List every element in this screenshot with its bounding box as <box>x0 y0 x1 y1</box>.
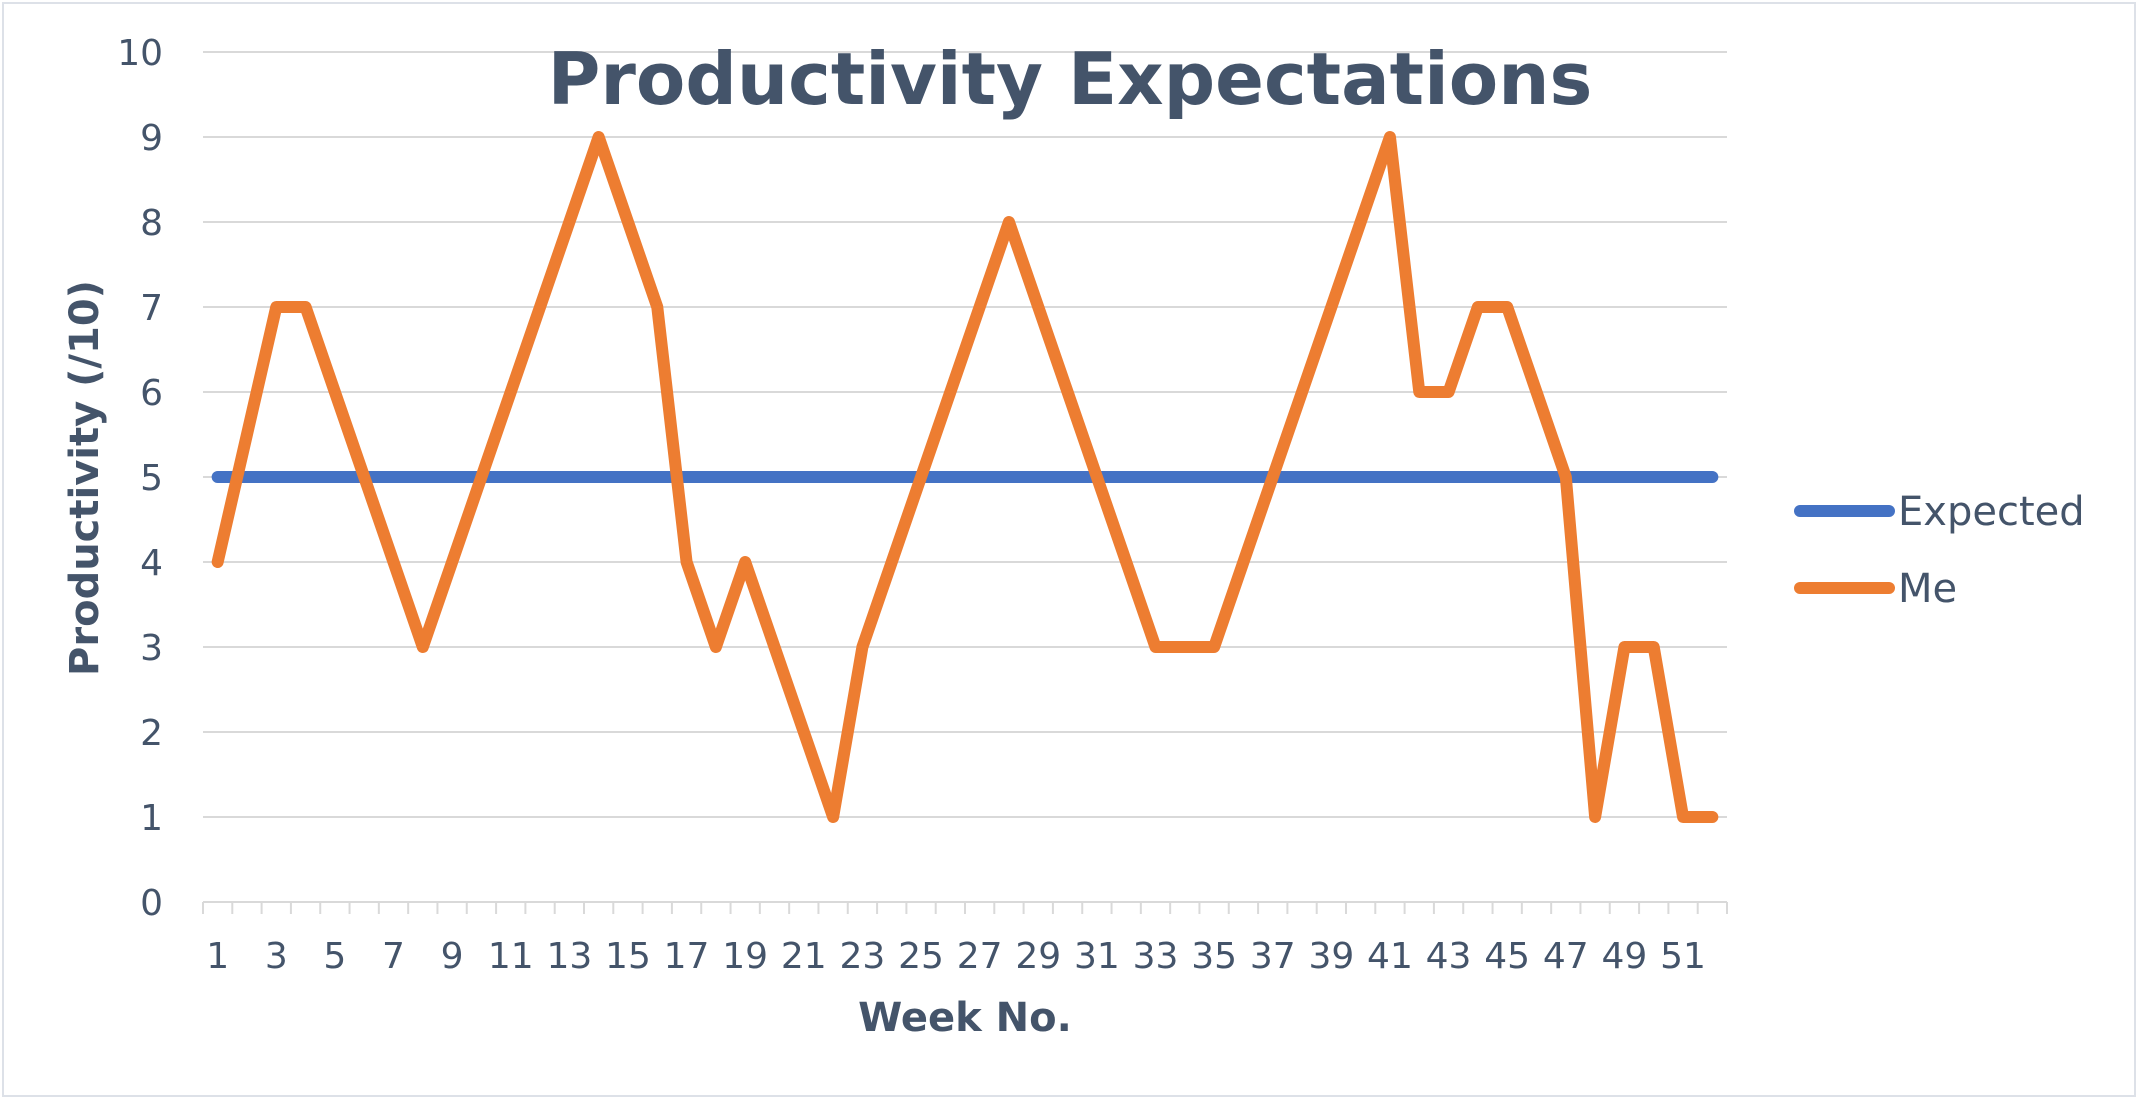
y-tick-label: 5 <box>140 458 163 499</box>
x-tick-label: 35 <box>1191 936 1237 977</box>
x-tick-label: 1 <box>206 936 229 977</box>
x-tick-label: 41 <box>1367 936 1413 977</box>
x-tick-label: 49 <box>1602 936 1648 977</box>
series-line-me <box>211 131 1719 823</box>
legend-label-expected: Expected <box>1898 489 2085 535</box>
x-tick-label: 39 <box>1308 936 1354 977</box>
y-tick-label: 1 <box>140 798 163 839</box>
x-tick-label: 51 <box>1660 936 1706 977</box>
x-tick-label: 5 <box>323 936 346 977</box>
legend: Expected Me <box>1794 489 2085 612</box>
x-tick-label: 27 <box>957 936 1003 977</box>
x-tick-label: 13 <box>546 936 592 977</box>
x-tick-label: 23 <box>840 936 886 977</box>
x-tick-label: 43 <box>1426 936 1472 977</box>
legend-label-me: Me <box>1898 566 1957 612</box>
y-tick-label: 3 <box>140 628 163 669</box>
y-axis-tick-labels: 0 1 2 3 4 5 6 7 8 9 10 <box>117 33 163 924</box>
x-tick-label: 7 <box>382 936 405 977</box>
x-tick-label: 31 <box>1074 936 1120 977</box>
x-tick-label: 33 <box>1133 936 1179 977</box>
y-tick-label: 6 <box>140 373 163 414</box>
gridlines <box>203 51 1727 818</box>
y-tick-label: 9 <box>140 118 163 159</box>
x-tick-label: 45 <box>1484 936 1530 977</box>
x-tick-label: 17 <box>664 936 710 977</box>
x-tick-label: 19 <box>722 936 768 977</box>
x-tick-label: 3 <box>265 936 288 977</box>
x-tick-label: 47 <box>1543 936 1589 977</box>
y-tick-label: 2 <box>140 713 163 754</box>
x-tick-label: 25 <box>898 936 944 977</box>
x-axis <box>202 901 1728 914</box>
series-layer <box>211 131 1719 823</box>
y-tick-label: 0 <box>140 883 163 924</box>
y-tick-label: 10 <box>117 33 163 74</box>
x-tick-label: 37 <box>1250 936 1296 977</box>
chart-title: Productivity Expectations <box>548 37 1593 121</box>
x-tick-label: 9 <box>441 936 464 977</box>
y-tick-label: 7 <box>140 288 163 329</box>
x-tick-label: 15 <box>605 936 651 977</box>
x-axis-tick-labels: 1 3 5 7 9 11 13 15 17 19 21 23 25 27 29 31 33 35 37 39 41 43 4… <box>206 936 1706 977</box>
y-tick-label: 4 <box>140 543 163 584</box>
y-tick-label: 8 <box>140 203 163 244</box>
x-tick-label: 11 <box>488 936 534 977</box>
x-tick-label: 29 <box>1015 936 1061 977</box>
x-axis-label: Week No. <box>858 995 1072 1041</box>
y-axis-label: Productivity (/10) <box>62 280 108 676</box>
x-tick-label: 21 <box>781 936 827 977</box>
